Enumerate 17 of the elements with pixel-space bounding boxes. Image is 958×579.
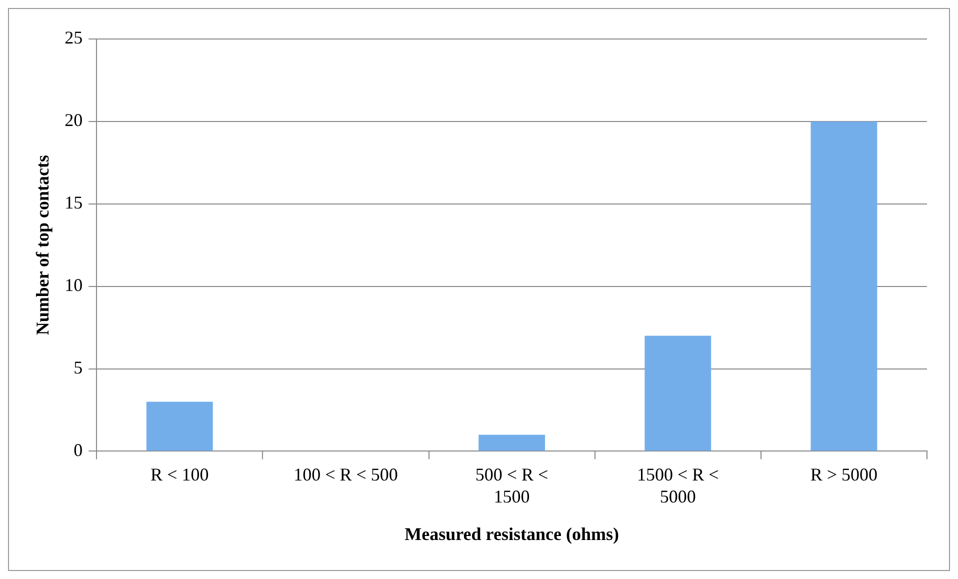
bar bbox=[810, 121, 878, 451]
y-tick-label: 15 bbox=[64, 192, 83, 213]
x-tick-label: 500 < R < 1500 bbox=[475, 464, 548, 506]
bar bbox=[146, 402, 213, 451]
bar bbox=[478, 434, 546, 451]
y-tick-label: 25 bbox=[64, 28, 83, 48]
y-tick-label: 10 bbox=[64, 275, 83, 296]
bar bbox=[644, 336, 712, 451]
x-axis-title: Measured resistance (ohms) bbox=[404, 524, 619, 544]
x-tick-label: 100 < R < 500 bbox=[294, 464, 398, 485]
x-tick-label: R < 100 bbox=[150, 464, 209, 485]
y-tick-label: 20 bbox=[64, 110, 83, 130]
x-tick-label: 1500 < R < 5000 bbox=[636, 464, 719, 506]
x-tick-label: R > 5000 bbox=[810, 464, 878, 485]
y-axis-title: Number of top contacts bbox=[32, 155, 52, 336]
y-tick-label: 0 bbox=[74, 440, 83, 460]
y-tick-label: 5 bbox=[74, 357, 83, 378]
